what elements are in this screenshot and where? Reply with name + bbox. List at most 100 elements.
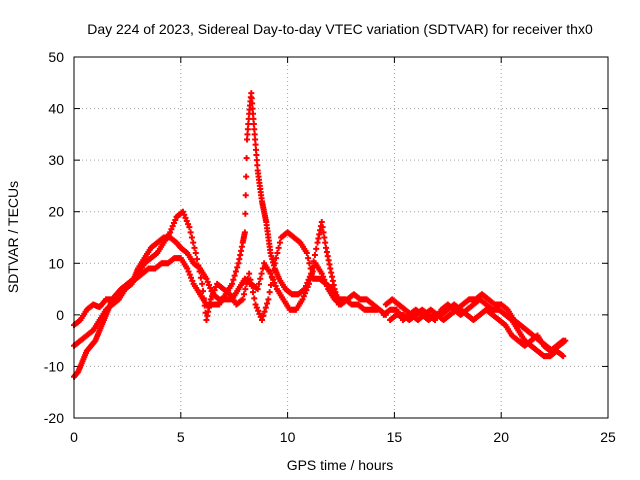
data-point: [232, 268, 239, 275]
data-point: [186, 271, 193, 278]
data-point: [265, 296, 272, 303]
data-point: [306, 260, 313, 267]
y-tick-labels: -20 -10 0 10 20 30 40 50: [44, 49, 64, 426]
data-point: [208, 293, 215, 300]
data-point: [311, 252, 318, 259]
data-point: [305, 255, 312, 262]
data-point: [244, 131, 251, 138]
data-point: [318, 270, 325, 277]
data-point: [251, 126, 258, 133]
data-point: [252, 146, 259, 153]
data-point: [305, 276, 312, 283]
data-point: [188, 234, 195, 241]
data-point: [250, 121, 257, 128]
data-point: [205, 281, 212, 288]
data-point: [207, 296, 214, 303]
data-point: [188, 274, 195, 281]
data-point: [244, 126, 251, 133]
data-point: [185, 268, 192, 275]
data-point: [204, 278, 211, 285]
data-point: [252, 141, 259, 148]
x-tick-label: 10: [280, 429, 296, 445]
data-point: [271, 279, 278, 286]
x-tick-label: 25: [600, 429, 616, 445]
data-point: [299, 296, 306, 303]
data-point: [276, 239, 283, 246]
data-point: [242, 192, 249, 199]
data-point: [267, 270, 274, 277]
data-point: [304, 279, 311, 286]
data-point: [266, 289, 273, 296]
data-point: [257, 275, 264, 282]
data-point: [207, 285, 214, 292]
x-tick-label: 20: [493, 429, 509, 445]
data-point: [560, 337, 567, 344]
data-point: [191, 244, 198, 251]
data-point: [254, 286, 261, 293]
data-point: [300, 293, 307, 300]
data-point: [272, 282, 279, 289]
x-tick-label: 0: [70, 429, 78, 445]
data-point: [274, 249, 281, 256]
data-point: [302, 282, 309, 289]
data-point: [200, 288, 207, 295]
y-tick-label: -20: [44, 410, 64, 426]
data-point: [318, 219, 325, 226]
data-point: [239, 296, 246, 303]
data-point: [249, 100, 256, 107]
data-point: [242, 286, 249, 293]
data-point: [248, 90, 255, 97]
data-point: [335, 301, 342, 308]
y-tick-label: 40: [48, 101, 64, 117]
y-axis-label: SDTVAR / TECUs: [5, 181, 21, 293]
data-point: [172, 216, 179, 223]
data-point: [181, 211, 188, 218]
data-point: [256, 310, 263, 317]
data-point: [243, 280, 250, 287]
data-point: [186, 224, 193, 231]
y-tick-label: 20: [48, 204, 64, 220]
data-point: [245, 121, 252, 128]
data-point: [260, 312, 267, 319]
data-point: [184, 265, 191, 272]
y-tick-label: 10: [48, 255, 64, 271]
data-point: [255, 280, 262, 287]
series-trace-6: [380, 301, 567, 354]
data-point: [231, 272, 238, 279]
data-point: [264, 300, 271, 307]
data-points: [71, 90, 569, 380]
data-point: [250, 115, 257, 122]
data-point: [190, 239, 197, 246]
data-point: [258, 270, 265, 277]
data-point: [247, 276, 254, 283]
data-point: [255, 307, 262, 314]
data-point: [273, 255, 280, 262]
data-point: [192, 249, 199, 256]
data-point: [252, 136, 259, 143]
data-point: [252, 301, 259, 308]
y-tick-label: -10: [44, 358, 64, 374]
data-point: [253, 157, 260, 164]
data-point: [249, 289, 256, 296]
data-point: [303, 249, 310, 256]
data-point: [203, 275, 210, 282]
data-point: [234, 264, 241, 271]
y-tick-label: 0: [56, 307, 64, 323]
data-point: [306, 273, 313, 280]
data-point: [253, 304, 260, 311]
data-point: [241, 291, 248, 298]
data-point: [185, 221, 192, 228]
data-point: [251, 295, 258, 302]
series-trace-5: [387, 296, 567, 360]
data-point: [167, 229, 174, 236]
data-point: [253, 151, 260, 158]
data-point: [275, 244, 282, 251]
data-point: [258, 317, 265, 324]
series-trace-3: [71, 90, 342, 380]
grid-lines: [74, 57, 608, 418]
data-point: [169, 223, 176, 230]
data-point: [199, 280, 206, 287]
x-tick-label: 5: [177, 429, 185, 445]
series-trace-2: [71, 208, 381, 349]
